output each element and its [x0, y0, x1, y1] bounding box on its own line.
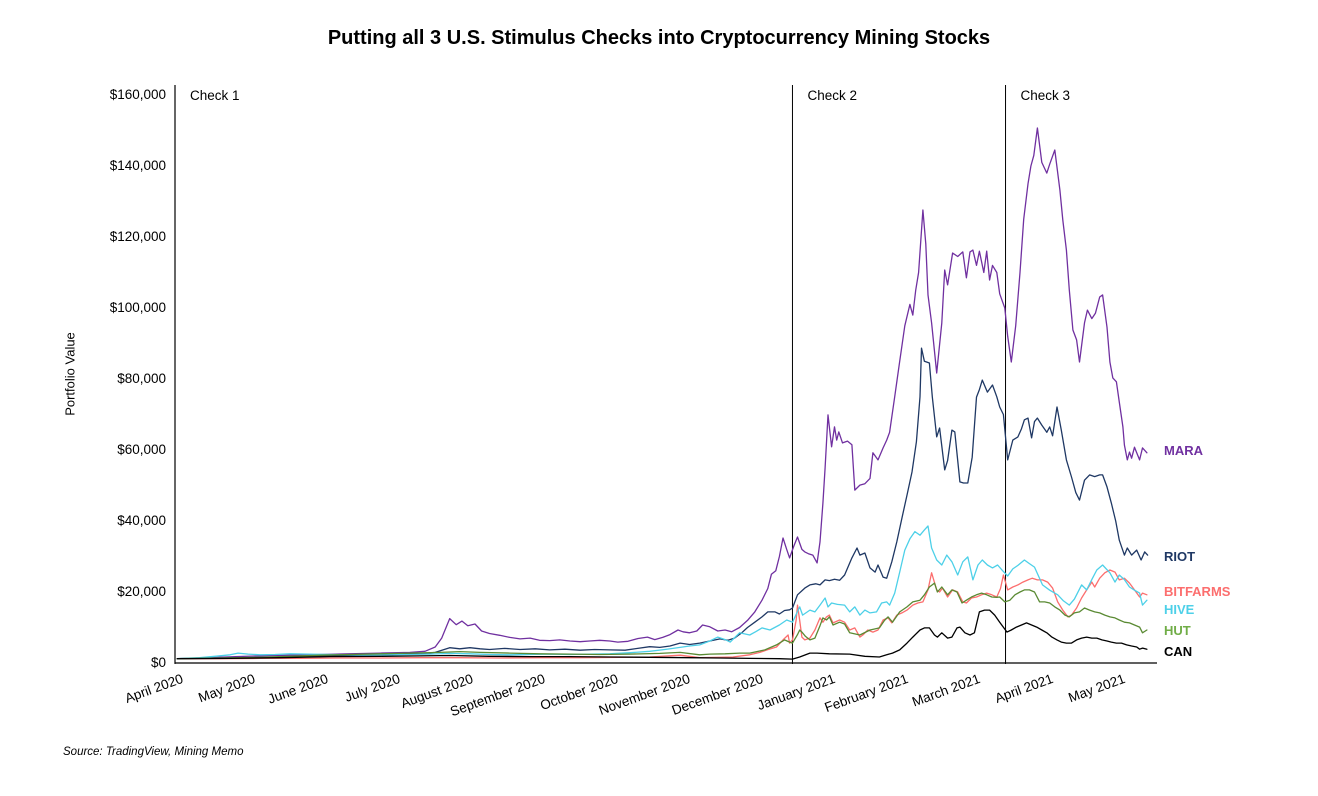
y-tick-label: $20,000 [117, 584, 166, 599]
series-label-riot: RIOT [1164, 548, 1196, 564]
y-tick-label: $60,000 [117, 442, 166, 457]
y-tick-label: $160,000 [109, 87, 166, 102]
series-line-bitfarms [176, 569, 1148, 660]
series-line-hive [176, 525, 1148, 660]
check-label-2: Check 2 [807, 88, 857, 103]
check-label-3: Check 3 [1020, 88, 1071, 103]
y-tick-label: $40,000 [117, 513, 166, 528]
series-line-can [176, 609, 1148, 660]
series-label-can: CAN [1164, 643, 1193, 659]
y-tick-label: $140,000 [109, 158, 166, 173]
chart-title: Putting all 3 U.S. Stimulus Checks into … [327, 27, 991, 49]
series-label-bitfarms: BITFARMS [1164, 584, 1231, 600]
series-line-riot [176, 347, 1149, 660]
y-tick-label: $100,000 [109, 300, 166, 315]
series-label-mara: MARA [1164, 443, 1203, 458]
axis-lines [174, 85, 1157, 664]
y-tick-label: $80,000 [117, 371, 166, 386]
series-label-hive: HIVE [1164, 601, 1195, 617]
series-line-mara [176, 127, 1148, 660]
series-label-hut: HUT [1164, 622, 1191, 638]
y-tick-label: $120,000 [109, 229, 166, 244]
series-line-hut [176, 582, 1148, 660]
y-tick-label: $0 [150, 655, 166, 670]
check-label-1: Check 1 [190, 88, 240, 103]
source-note: Source: TradingView, Mining Memo [63, 746, 244, 758]
